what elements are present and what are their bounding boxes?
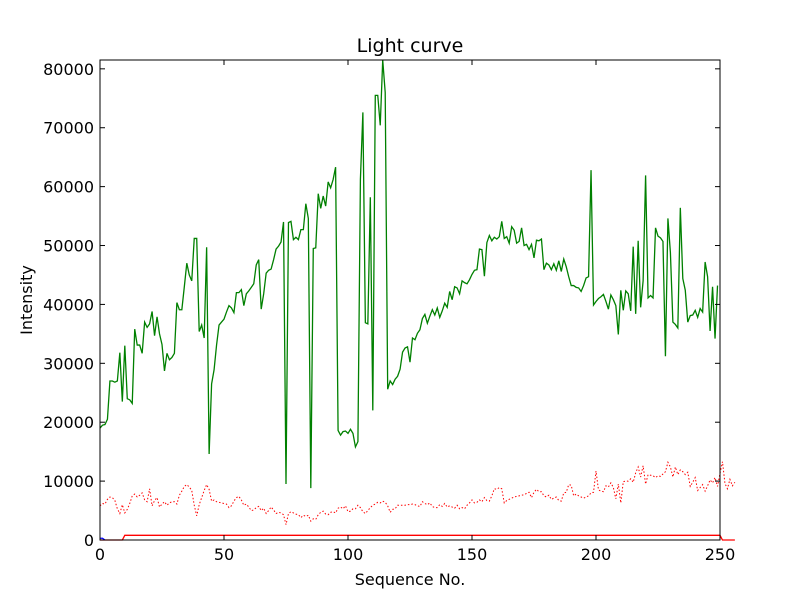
x-tick-label: 50 — [214, 545, 234, 564]
x-tick-label: 0 — [95, 545, 105, 564]
x-ticks: 0 50 100 150 200 250 — [95, 60, 735, 564]
y-tick-label: 20000 — [43, 413, 94, 432]
series-1-line — [99, 460, 736, 525]
plot-frame — [99, 59, 721, 541]
series-layer — [99, 59, 736, 541]
y-tick-label: 50000 — [43, 237, 94, 256]
series-0-line — [99, 59, 719, 489]
x-tick-label: 150 — [457, 545, 488, 564]
y-tick-label: 30000 — [43, 354, 94, 373]
x-tick-label: 200 — [581, 545, 612, 564]
x-axis-label: Sequence No. — [355, 570, 466, 589]
series-2-line — [100, 534, 735, 541]
y-tick-label: 80000 — [43, 60, 94, 79]
chart-title: Light curve — [357, 35, 464, 57]
y-axis-label: Intensity — [17, 265, 36, 335]
y-tick-label: 60000 — [43, 178, 94, 197]
y-tick-label: 0 — [84, 531, 94, 550]
y-tick-label: 70000 — [43, 119, 94, 138]
y-tick-label: 10000 — [43, 472, 94, 491]
y-ticks: 0 10000 20000 30000 40000 50000 60000 70000 8000… — [43, 60, 720, 550]
series-3-line — [100, 537, 106, 541]
y-tick-label: 40000 — [43, 295, 94, 314]
x-tick-label: 250 — [705, 545, 736, 564]
x-tick-label: 100 — [333, 545, 364, 564]
